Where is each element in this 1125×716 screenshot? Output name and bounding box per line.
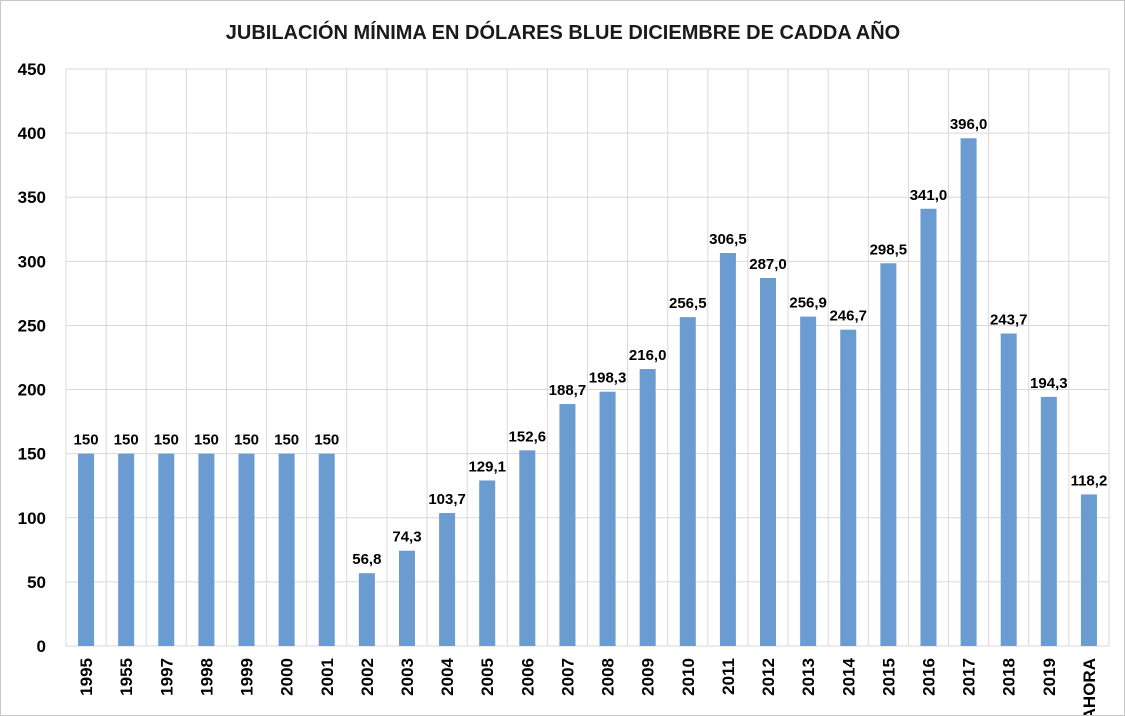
bar-2002 bbox=[358, 573, 375, 646]
bar-2010 bbox=[679, 317, 696, 646]
data-label: 150 bbox=[74, 432, 99, 449]
x-tick-label: 2003 bbox=[398, 658, 417, 696]
data-label: 287,0 bbox=[749, 256, 787, 273]
y-tick-label: 250 bbox=[18, 316, 46, 335]
bar-2006 bbox=[519, 450, 536, 646]
data-label: 152,6 bbox=[509, 428, 547, 445]
y-tick-label: 0 bbox=[37, 637, 46, 656]
y-tick-label: 100 bbox=[18, 509, 46, 528]
data-label: 243,7 bbox=[990, 312, 1028, 329]
y-tick-label: 200 bbox=[18, 381, 46, 400]
data-label: 150 bbox=[154, 432, 179, 449]
data-label: 74,3 bbox=[392, 529, 421, 546]
bar-2014 bbox=[840, 329, 857, 646]
x-tick-label: 2009 bbox=[639, 658, 658, 696]
bar-2008 bbox=[599, 391, 616, 646]
x-tick-label: 1955 bbox=[117, 658, 136, 696]
y-tick-label: 350 bbox=[18, 188, 46, 207]
bar-2005 bbox=[479, 480, 496, 646]
x-tick-label: 1999 bbox=[238, 658, 257, 696]
chart-title: JUBILACIÓN MÍNIMA EN DÓLARES BLUE DICIEM… bbox=[226, 20, 900, 44]
bar-2011 bbox=[719, 252, 736, 646]
data-label: 298,5 bbox=[870, 241, 908, 258]
x-tick-label: 2014 bbox=[839, 657, 858, 695]
bar-2016 bbox=[920, 208, 937, 647]
bar-1998 bbox=[198, 453, 215, 646]
x-tick-label: 2016 bbox=[919, 658, 938, 696]
data-label: 194,3 bbox=[1030, 375, 1068, 392]
data-label: 256,9 bbox=[789, 295, 827, 312]
bar-2007 bbox=[559, 404, 576, 646]
data-label: 103,7 bbox=[428, 491, 466, 508]
gridlines bbox=[65, 68, 1110, 647]
y-tick-label: 450 bbox=[18, 60, 46, 79]
data-labels: 150 150 150 150 150 150 15056,874,3103,7129,11… bbox=[74, 116, 1108, 568]
data-label: 396,0 bbox=[950, 116, 988, 133]
x-tick-label: 2006 bbox=[518, 658, 537, 696]
data-label: 198,3 bbox=[589, 370, 627, 387]
bar-AHORA bbox=[1080, 494, 1097, 646]
bar-2009 bbox=[639, 369, 656, 646]
bar-1999 bbox=[238, 453, 255, 646]
data-label: 216,0 bbox=[629, 347, 667, 364]
x-tick-label: 2011 bbox=[719, 658, 738, 695]
data-label: 246,7 bbox=[829, 308, 867, 325]
bar-1997 bbox=[158, 453, 175, 646]
x-tick-label: 2012 bbox=[759, 658, 778, 696]
data-label: 129,1 bbox=[468, 458, 506, 475]
bar-2001 bbox=[318, 453, 335, 646]
data-label: 56,8 bbox=[352, 551, 381, 568]
data-label: 306,5 bbox=[709, 231, 747, 248]
x-tick-label: AHORA bbox=[1080, 658, 1099, 715]
x-tick-label: 2018 bbox=[1000, 658, 1019, 696]
bar-2013 bbox=[800, 316, 817, 646]
bar-2018 bbox=[1000, 333, 1017, 646]
data-label: 256,5 bbox=[669, 295, 707, 312]
data-label: 118,2 bbox=[1071, 472, 1108, 489]
x-tick-label: 1997 bbox=[157, 658, 176, 696]
bar-2015 bbox=[880, 263, 897, 646]
x-tick-label: 1998 bbox=[197, 658, 216, 696]
x-tick-label: 2008 bbox=[599, 658, 618, 696]
data-label: 150 bbox=[234, 432, 259, 449]
bar-1995 bbox=[78, 453, 95, 646]
data-label: 150 bbox=[114, 432, 139, 449]
x-tick-label: 2005 bbox=[478, 658, 497, 696]
x-tick-label: 2007 bbox=[558, 658, 577, 696]
y-tick-label: 300 bbox=[18, 252, 46, 271]
bar-2003 bbox=[398, 550, 415, 646]
x-tick-label: 2015 bbox=[879, 658, 898, 696]
x-tick-label: 2019 bbox=[1040, 658, 1059, 696]
data-label: 150 bbox=[314, 432, 339, 449]
data-label: 150 bbox=[274, 432, 299, 449]
data-label: 150 bbox=[194, 432, 219, 449]
bar-2000 bbox=[278, 453, 295, 646]
x-tick-label: 2004 bbox=[438, 657, 457, 695]
bar-2012 bbox=[760, 278, 777, 646]
x-tick-label: 2017 bbox=[960, 658, 979, 696]
bar-2004 bbox=[439, 513, 456, 646]
y-tick-label: 150 bbox=[18, 445, 46, 464]
y-tick-label: 50 bbox=[27, 573, 46, 592]
y-tick-label: 400 bbox=[18, 124, 46, 143]
x-tick-label: 2000 bbox=[278, 658, 297, 696]
bar-1955 bbox=[118, 453, 135, 646]
x-tick-label: 2002 bbox=[358, 658, 377, 696]
data-label: 341,0 bbox=[910, 187, 948, 204]
bars bbox=[78, 138, 1097, 647]
x-tick-label: 2010 bbox=[679, 658, 698, 696]
y-axis-ticks: 0 50 100 150 200 250 300 350 400 450 bbox=[18, 60, 46, 656]
x-tick-label: 2001 bbox=[318, 658, 337, 696]
x-tick-label: 2013 bbox=[799, 658, 818, 696]
bar-2019 bbox=[1040, 396, 1057, 646]
x-axis-ticks: 1995 1955 1997 1998 1999 2000 2001 2002 2003 2004… bbox=[77, 657, 1099, 715]
data-label: 188,7 bbox=[549, 382, 587, 399]
bar-2017 bbox=[960, 138, 977, 647]
x-tick-label: 1995 bbox=[77, 658, 96, 696]
